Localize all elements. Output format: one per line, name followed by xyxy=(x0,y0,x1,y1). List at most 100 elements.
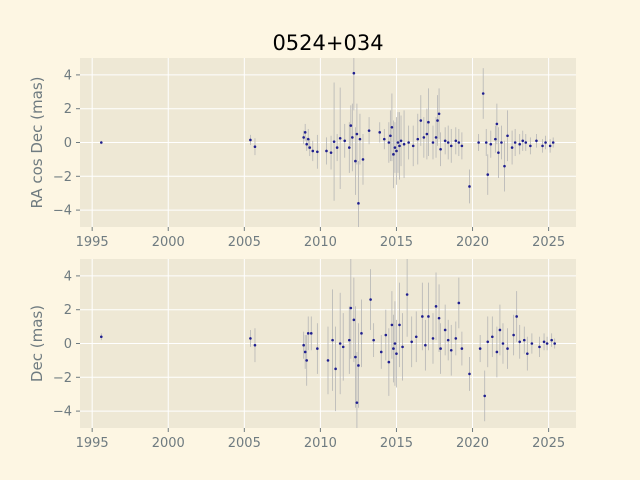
dec-y-tick-labels: −4 −2 0 2 4 xyxy=(53,269,80,420)
data-point xyxy=(500,141,503,144)
data-point xyxy=(503,164,506,168)
data-point xyxy=(249,337,252,340)
data-point xyxy=(349,306,353,310)
data-point xyxy=(335,146,339,149)
data-point xyxy=(491,335,494,339)
data-point xyxy=(361,158,365,161)
data-point xyxy=(422,136,426,139)
data-point xyxy=(343,139,347,143)
data-point xyxy=(100,335,103,339)
data-point xyxy=(410,340,413,344)
data-point xyxy=(522,338,526,342)
ra-grid xyxy=(80,58,576,227)
data-point xyxy=(249,138,252,142)
data-point xyxy=(515,315,518,318)
data-point xyxy=(545,342,549,345)
data-point xyxy=(358,137,362,141)
data-point xyxy=(354,159,357,163)
data-point xyxy=(309,332,313,335)
data-point xyxy=(332,140,336,143)
x-tick-label: 2005 xyxy=(228,235,261,250)
data-point xyxy=(538,345,541,349)
x-tick-label: 1995 xyxy=(76,235,109,250)
x-tick-label: 2020 xyxy=(456,235,489,250)
data-point xyxy=(303,131,307,134)
x-tick-label: 2020 xyxy=(456,436,489,451)
data-point xyxy=(352,318,356,322)
data-point xyxy=(390,323,394,327)
data-point xyxy=(468,185,471,188)
data-point xyxy=(407,141,410,144)
ra-panel: 1995 2000 2005 2010 2015 2020 2025 −4 −2 0 2 4 RA … xyxy=(28,58,576,250)
data-point xyxy=(498,328,502,332)
data-point xyxy=(389,134,392,138)
data-point xyxy=(338,342,342,345)
data-point xyxy=(524,141,528,144)
x-tick-label: 2000 xyxy=(152,436,185,451)
data-point xyxy=(460,144,464,148)
data-point xyxy=(378,131,382,134)
data-point xyxy=(348,146,351,149)
data-point xyxy=(305,359,308,362)
data-point xyxy=(548,144,552,148)
x-tick-label: 2010 xyxy=(304,436,337,451)
data-point xyxy=(460,347,464,350)
data-point xyxy=(454,337,458,340)
data-point xyxy=(331,338,334,342)
data-point xyxy=(395,352,398,355)
data-point xyxy=(392,153,395,156)
data-point xyxy=(427,120,430,124)
data-point xyxy=(395,149,398,153)
data-point xyxy=(355,401,359,404)
x-tick-label: 2025 xyxy=(532,436,565,451)
y-tick-label: −2 xyxy=(53,170,72,185)
x-tick-label: 2015 xyxy=(380,436,413,451)
data-point xyxy=(518,142,522,146)
data-point xyxy=(419,119,423,122)
x-tick-label: 2005 xyxy=(228,436,261,451)
data-point xyxy=(518,340,522,344)
y-tick-label: 2 xyxy=(64,102,72,117)
data-point xyxy=(308,146,312,149)
data-point xyxy=(329,151,333,154)
data-point xyxy=(457,141,461,144)
data-point xyxy=(506,134,509,138)
data-point xyxy=(414,335,418,339)
data-point xyxy=(352,71,356,75)
data-point xyxy=(421,315,424,318)
data-point xyxy=(486,173,490,176)
data-point xyxy=(326,359,330,362)
data-point xyxy=(393,146,397,149)
data-point xyxy=(354,355,357,359)
data-point xyxy=(457,301,461,305)
data-point xyxy=(306,332,310,335)
data-point xyxy=(454,139,458,143)
data-point xyxy=(494,137,497,141)
data-point xyxy=(477,141,480,144)
data-point xyxy=(436,119,439,122)
data-point xyxy=(303,350,307,354)
x-tick-label: 1995 xyxy=(76,436,109,451)
dec-y-axis-label: Dec (mas) xyxy=(28,305,46,382)
data-point xyxy=(484,141,488,144)
data-point xyxy=(495,122,499,126)
data-point xyxy=(325,149,328,153)
y-tick-label: 2 xyxy=(64,303,72,318)
data-point xyxy=(446,338,450,342)
data-point xyxy=(439,147,442,151)
data-point xyxy=(431,141,435,144)
data-point xyxy=(446,141,450,144)
data-point xyxy=(495,350,499,354)
data-point xyxy=(478,347,482,350)
x-tick-label: 2010 xyxy=(304,235,337,250)
data-point xyxy=(387,141,391,144)
data-point xyxy=(316,150,319,154)
data-point xyxy=(468,372,471,376)
x-tick-label: 2000 xyxy=(152,235,185,250)
data-point xyxy=(483,394,487,398)
data-point xyxy=(443,139,447,143)
x-tick-label: 2025 xyxy=(532,235,565,250)
data-point xyxy=(541,144,544,148)
data-point xyxy=(544,141,547,144)
